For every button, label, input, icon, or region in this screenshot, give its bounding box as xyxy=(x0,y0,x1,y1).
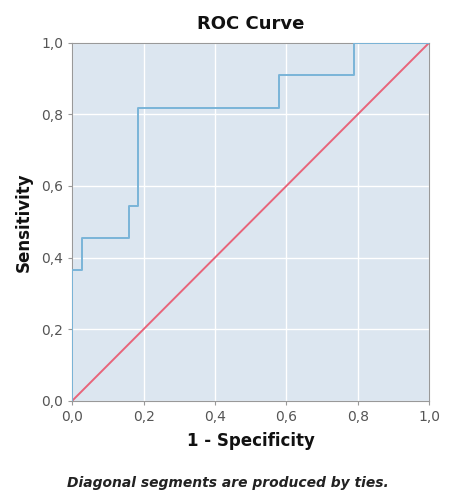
X-axis label: 1 - Specificity: 1 - Specificity xyxy=(187,432,314,450)
Y-axis label: Sensitivity: Sensitivity xyxy=(15,172,33,272)
Text: Diagonal segments are produced by ties.: Diagonal segments are produced by ties. xyxy=(66,476,389,490)
Title: ROC Curve: ROC Curve xyxy=(197,15,304,33)
